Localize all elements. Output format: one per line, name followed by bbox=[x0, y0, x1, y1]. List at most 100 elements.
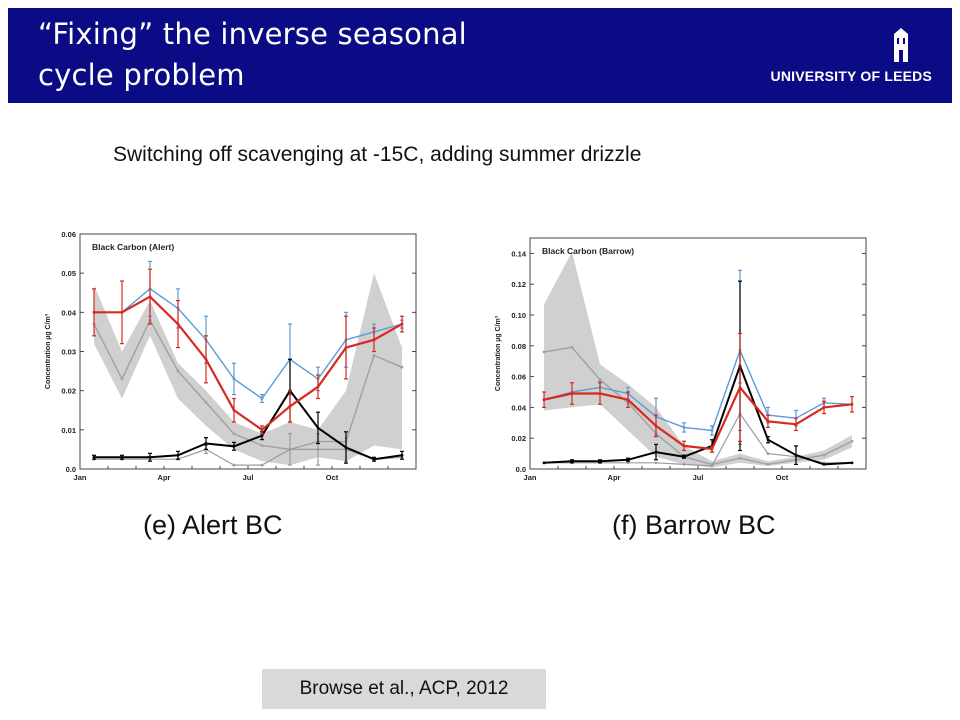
data-point bbox=[400, 365, 404, 369]
data-point bbox=[654, 450, 658, 454]
y-tick-label: 0.14 bbox=[511, 249, 526, 258]
y-tick-label: 0.04 bbox=[511, 403, 526, 412]
data-point bbox=[738, 456, 742, 460]
data-point bbox=[204, 357, 208, 361]
caption-barrow-bc: (f) Barrow BC bbox=[612, 510, 776, 540]
data-point bbox=[626, 458, 630, 462]
y-tick-label: 0.06 bbox=[61, 230, 76, 239]
barrow-bc-chart: 0.0 0.02 0.04 0.06 0.08 0.10 0.12 0.14 Jan Apr Jul… bbox=[495, 237, 867, 482]
data-point bbox=[766, 462, 770, 466]
x-tick-label: Apr bbox=[158, 473, 171, 482]
data-point bbox=[710, 447, 714, 451]
data-point bbox=[288, 404, 292, 408]
logo-text: UNIVERSITY OF LEEDS bbox=[770, 68, 932, 84]
x-tick-label: Jul bbox=[693, 473, 704, 482]
data-point bbox=[176, 453, 180, 457]
y-axis-label: Concentration µg C/m³ bbox=[45, 313, 52, 389]
series-line bbox=[94, 287, 403, 400]
data-point bbox=[794, 422, 798, 426]
data-point bbox=[598, 392, 602, 395]
series-line bbox=[543, 348, 853, 432]
data-point bbox=[148, 295, 152, 299]
series-line bbox=[93, 318, 403, 451]
data-point bbox=[850, 461, 854, 465]
data-point bbox=[850, 439, 854, 443]
series-line bbox=[94, 295, 403, 432]
series-line bbox=[543, 362, 853, 466]
chart-title: Black Carbon (Barrow) bbox=[542, 246, 634, 256]
data-point bbox=[822, 406, 826, 409]
data-point bbox=[542, 350, 546, 354]
citation-box: Browse et al., ACP, 2012 bbox=[262, 669, 546, 709]
series-line bbox=[94, 388, 403, 461]
data-point bbox=[598, 378, 602, 382]
data-point bbox=[260, 434, 264, 438]
chart-title: Black Carbon (Alert) bbox=[92, 242, 174, 252]
data-point bbox=[316, 426, 320, 430]
slide-subtitle: Switching off scavenging at -15C, adding… bbox=[113, 143, 642, 166]
data-point bbox=[260, 428, 264, 432]
data-point bbox=[822, 453, 826, 457]
x-tick-label: Jan bbox=[74, 473, 87, 482]
data-point bbox=[260, 397, 264, 400]
data-point bbox=[626, 398, 630, 402]
data-point bbox=[794, 453, 798, 457]
data-point bbox=[344, 346, 348, 349]
y-tick-label: 0.06 bbox=[511, 373, 526, 382]
y-tick-label: 0.01 bbox=[61, 426, 76, 435]
data-point bbox=[542, 461, 546, 465]
data-point bbox=[570, 392, 574, 395]
data-point bbox=[598, 459, 602, 463]
data-point bbox=[344, 446, 348, 449]
x-tick-label: Apr bbox=[608, 473, 621, 482]
data-point bbox=[654, 424, 658, 428]
y-tick-label: 0.02 bbox=[511, 434, 526, 443]
data-point bbox=[766, 438, 770, 442]
data-point bbox=[232, 444, 236, 448]
data-point bbox=[232, 408, 236, 412]
caption-alert-bc: (e) Alert BC bbox=[143, 510, 283, 540]
data-point bbox=[710, 464, 714, 468]
data-point bbox=[288, 448, 292, 451]
alert-bc-chart: 0.0 0.01 0.02 0.03 0.04 0.05 0.06 Jan Apr Jul Oct B… bbox=[45, 230, 417, 482]
obs-range-band bbox=[94, 273, 402, 466]
y-tick-label: 0.08 bbox=[511, 342, 526, 351]
data-point bbox=[204, 401, 208, 404]
data-point bbox=[682, 455, 686, 459]
x-tick-label: Oct bbox=[776, 473, 789, 482]
y-tick-label: 0.04 bbox=[61, 308, 76, 317]
data-point bbox=[92, 310, 96, 314]
slide-title: “Fixing” the inverse seasonal cycle prob… bbox=[38, 17, 467, 92]
series-line bbox=[543, 346, 853, 466]
series-line bbox=[543, 385, 853, 451]
data-point bbox=[316, 448, 320, 451]
slide-header: “Fixing” the inverse seasonal cycle prob… bbox=[8, 8, 952, 103]
series-line bbox=[94, 448, 403, 466]
data-point bbox=[148, 455, 152, 459]
data-point bbox=[232, 432, 236, 436]
data-point bbox=[570, 345, 574, 349]
data-point bbox=[766, 452, 770, 455]
y-tick-label: 0.10 bbox=[511, 311, 526, 320]
y-tick-label: 0.0 bbox=[66, 465, 76, 474]
data-point bbox=[400, 322, 404, 326]
data-point bbox=[120, 377, 124, 381]
y-tick-label: 0.05 bbox=[61, 269, 76, 278]
x-tick-label: Jan bbox=[524, 473, 537, 482]
data-point bbox=[682, 444, 686, 448]
data-point bbox=[176, 322, 180, 326]
data-point bbox=[850, 402, 854, 406]
series-line bbox=[544, 412, 852, 467]
data-point bbox=[542, 398, 546, 402]
y-axis-label: Concentration µg C/m³ bbox=[495, 315, 502, 391]
data-point bbox=[260, 444, 264, 447]
data-point bbox=[204, 442, 208, 445]
obs-range-band bbox=[544, 251, 852, 468]
data-point bbox=[120, 455, 124, 459]
data-point bbox=[120, 310, 124, 314]
y-tick-label: 0.03 bbox=[61, 348, 76, 357]
data-point bbox=[682, 462, 686, 466]
data-point bbox=[400, 453, 404, 457]
data-point bbox=[316, 385, 320, 389]
data-point bbox=[372, 457, 376, 461]
